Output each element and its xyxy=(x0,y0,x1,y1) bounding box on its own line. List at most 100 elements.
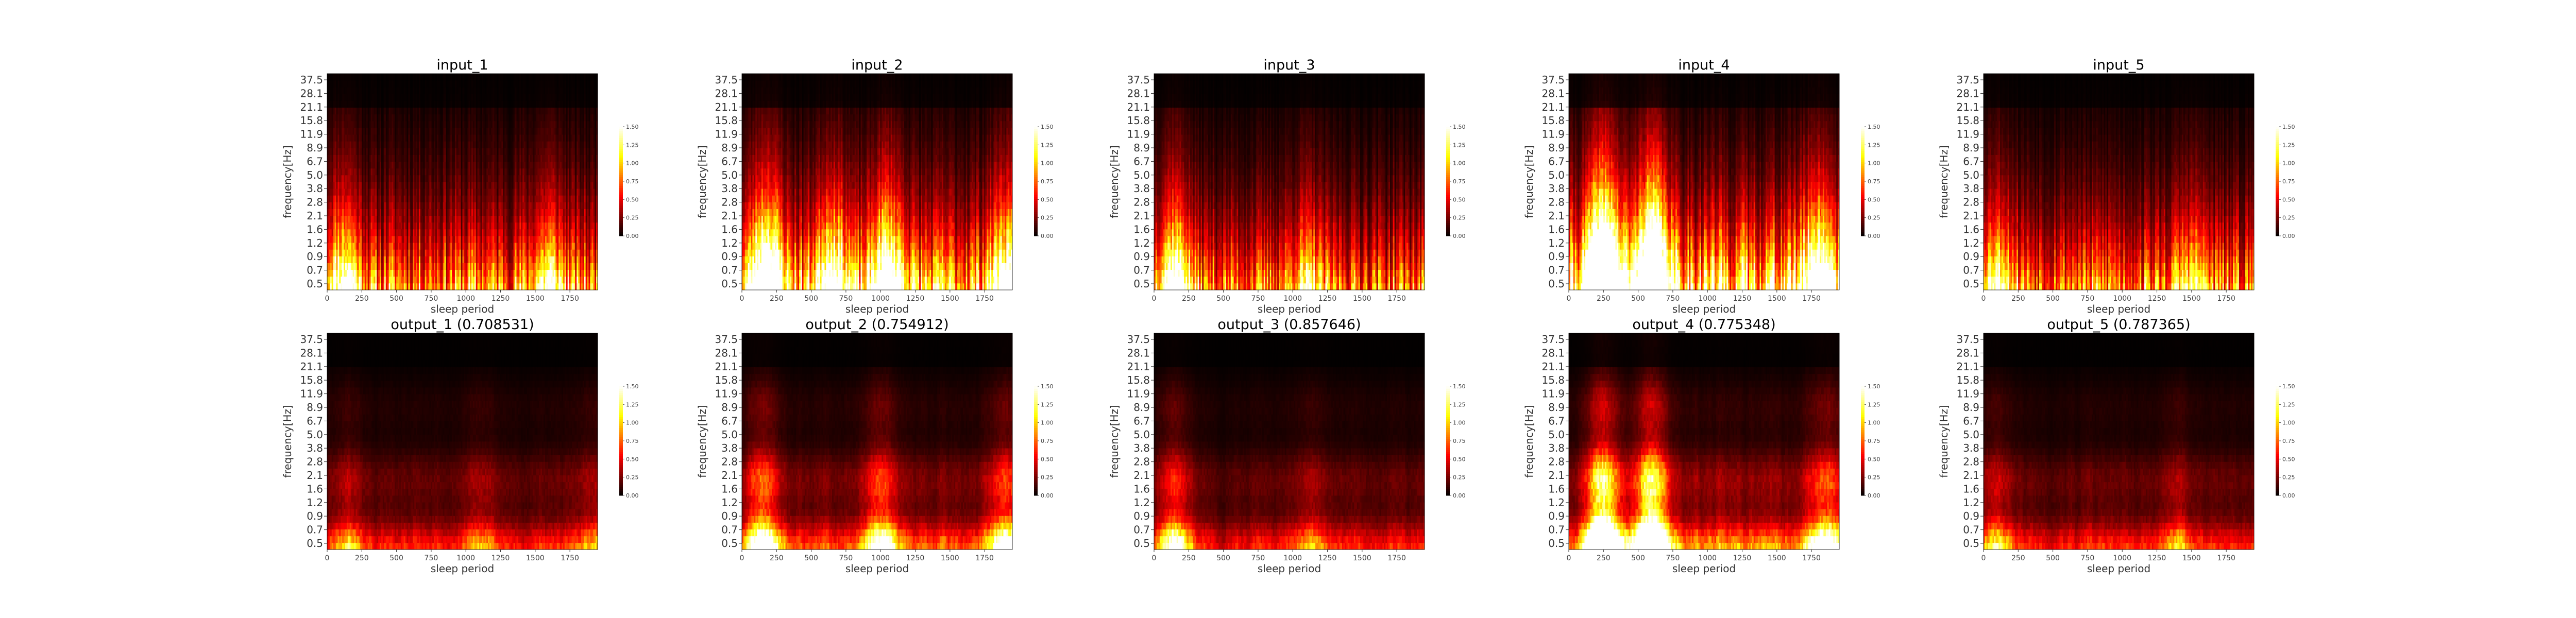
colorbar-tick-label: 1.50 xyxy=(626,383,639,390)
y-tick-label: 2.1 xyxy=(721,469,738,482)
chart-panel: output_1 (0.708531) 0.50.7 0.91.21.62.12.8… xyxy=(281,317,639,575)
x-tick-label: 750 xyxy=(839,554,853,562)
colorbar: 0.00 0.25 0.50 0.75 1.00 1.25 1.50 xyxy=(2276,124,2295,239)
colorbar: 0.00 0.25 0.50 0.75 1.00 1.25 1.50 xyxy=(619,383,639,499)
chart-panel: input_2 0.50.70.91.2 1.62.12.83.85.0 6.78.9… xyxy=(696,57,1054,315)
y-tick-label: 1.2 xyxy=(1548,237,1565,249)
colorbar-tick-label: 0.00 xyxy=(1453,233,1466,239)
x-tick-label: 1000 xyxy=(2113,295,2131,303)
y-tick-label: 2.8 xyxy=(1963,456,1979,468)
y-tick-label: 0.9 xyxy=(1133,510,1150,522)
x-tick-label: 250 xyxy=(1182,554,1196,562)
colorbar-tick-label: 0.00 xyxy=(626,492,639,499)
x-tick-label: 1250 xyxy=(2148,295,2166,303)
colorbar: 0.00 0.25 0.50 0.75 1.00 1.25 1.50 xyxy=(1861,383,1880,499)
y-axis-label: frequency[Hz] xyxy=(1523,405,1535,477)
y-tick-label: 6.7 xyxy=(1548,415,1565,427)
x-tick-label: 1000 xyxy=(871,554,890,562)
x-tick-label: 500 xyxy=(389,295,403,303)
colorbar-tick-label: 1.25 xyxy=(2282,401,2295,408)
x-tick-label: 500 xyxy=(389,554,403,562)
x-tick-label: 1500 xyxy=(526,295,545,303)
colorbar: 0.00 0.25 0.50 0.75 1.00 1.25 1.50 xyxy=(1446,383,1466,499)
y-tick-label: 1.6 xyxy=(1963,223,1979,235)
chart-title: input_4 xyxy=(1678,57,1730,73)
colorbar-tick-label: 0.00 xyxy=(1868,233,1880,239)
y-tick-label: 5.0 xyxy=(1548,169,1565,181)
y-tick-label: 3.8 xyxy=(1133,442,1150,454)
x-tick-label: 1000 xyxy=(456,554,475,562)
y-tick-label: 15.8 xyxy=(1956,374,1979,386)
y-tick-label: 0.7 xyxy=(307,264,323,277)
x-tick-label: 1750 xyxy=(1387,295,1406,303)
x-tick-label: 0 xyxy=(325,295,330,303)
x-tick-label: 0 xyxy=(1152,554,1157,562)
y-tick-label: 28.1 xyxy=(300,347,323,359)
x-tick-label: 500 xyxy=(1216,295,1230,303)
colorbar-tick-label: 0.75 xyxy=(1453,438,1466,444)
heatmap-cells xyxy=(1984,333,2255,550)
x-tick-label: 1500 xyxy=(1353,554,1371,562)
colorbar-tick-label: 1.50 xyxy=(626,124,639,130)
plot-frame xyxy=(741,73,1013,290)
y-tick-label: 6.7 xyxy=(721,155,738,167)
colorbar-tick-label: 1.00 xyxy=(1041,160,1054,167)
colorbar-tick-label: 0.50 xyxy=(2282,196,2295,203)
colorbar-tick-label: 0.50 xyxy=(1041,456,1054,462)
y-tick-label: 0.9 xyxy=(1548,510,1565,522)
x-tick-label: 1000 xyxy=(1283,554,1302,562)
x-tick-label: 1750 xyxy=(1802,554,1821,562)
x-axis-label: sleep period xyxy=(2087,303,2150,315)
heatmap-cells xyxy=(1154,74,1425,290)
y-tick-label: 37.5 xyxy=(1127,74,1150,86)
y-tick-label: 21.1 xyxy=(715,360,738,373)
colorbar-tick-label: 1.00 xyxy=(626,420,639,426)
colorbar-tick-label: 0.00 xyxy=(1041,492,1054,499)
y-tick-label: 0.9 xyxy=(307,510,323,522)
x-tick-label: 1000 xyxy=(1698,554,1717,562)
colorbar-tick-label: 1.25 xyxy=(1453,401,1466,408)
y-tick-label: 5.0 xyxy=(721,428,738,441)
colorbar-tick-label: 1.50 xyxy=(1868,383,1880,390)
y-tick-label: 6.7 xyxy=(1133,415,1150,427)
x-axis-label: sleep period xyxy=(845,303,909,315)
y-tick-label: 0.5 xyxy=(1133,278,1150,290)
y-tick-label: 0.5 xyxy=(721,537,738,550)
x-tick-label: 1750 xyxy=(975,554,994,562)
y-tick-label: 21.1 xyxy=(715,101,738,113)
y-tick-label: 15.8 xyxy=(1541,374,1565,386)
y-tick-label: 8.9 xyxy=(721,401,738,414)
y-tick-label: 8.9 xyxy=(1548,401,1565,414)
x-tick-label: 500 xyxy=(1631,554,1645,562)
y-tick-label: 2.8 xyxy=(1133,456,1150,468)
y-tick-label: 28.1 xyxy=(1127,347,1150,359)
y-tick-label: 5.0 xyxy=(1133,169,1150,181)
y-tick-label: 0.9 xyxy=(1963,250,1979,263)
y-tick-label: 1.6 xyxy=(721,483,738,495)
y-tick-label: 0.7 xyxy=(307,524,323,536)
y-tick-label: 8.9 xyxy=(1133,401,1150,414)
y-tick-label: 28.1 xyxy=(300,87,323,99)
y-tick-label: 2.8 xyxy=(1548,456,1565,468)
y-tick-label: 5.0 xyxy=(721,169,738,181)
y-tick-label: 15.8 xyxy=(1541,114,1565,127)
y-tick-label: 2.8 xyxy=(1963,196,1979,209)
x-tick-label: 750 xyxy=(1666,295,1680,303)
colorbar-tick-label: 1.50 xyxy=(1868,124,1880,130)
colorbar-tick-label: 0.75 xyxy=(2282,438,2295,444)
x-tick-label: 1000 xyxy=(1283,295,1302,303)
y-tick-label: 3.8 xyxy=(1963,182,1979,195)
y-tick-label: 37.5 xyxy=(1127,333,1150,346)
x-tick-label: 1250 xyxy=(2148,554,2166,562)
colorbar-tick-label: 0.75 xyxy=(1041,438,1054,444)
x-tick-label: 1250 xyxy=(1733,295,1752,303)
heatmap-cells xyxy=(1154,333,1425,550)
y-tick-label: 1.2 xyxy=(307,496,323,509)
heatmap-cells xyxy=(742,333,1013,550)
colorbar: 0.00 0.25 0.50 0.75 1.00 1.25 1.50 xyxy=(1034,383,1054,499)
y-tick-label: 3.8 xyxy=(1548,442,1565,454)
chart-panel: output_2 (0.754912) 0.50.7 0.91.21.62.12.8… xyxy=(696,317,1054,575)
colorbar-tick-label: 0.50 xyxy=(626,196,639,203)
x-tick-label: 1500 xyxy=(2182,295,2201,303)
x-tick-label: 250 xyxy=(1597,295,1611,303)
